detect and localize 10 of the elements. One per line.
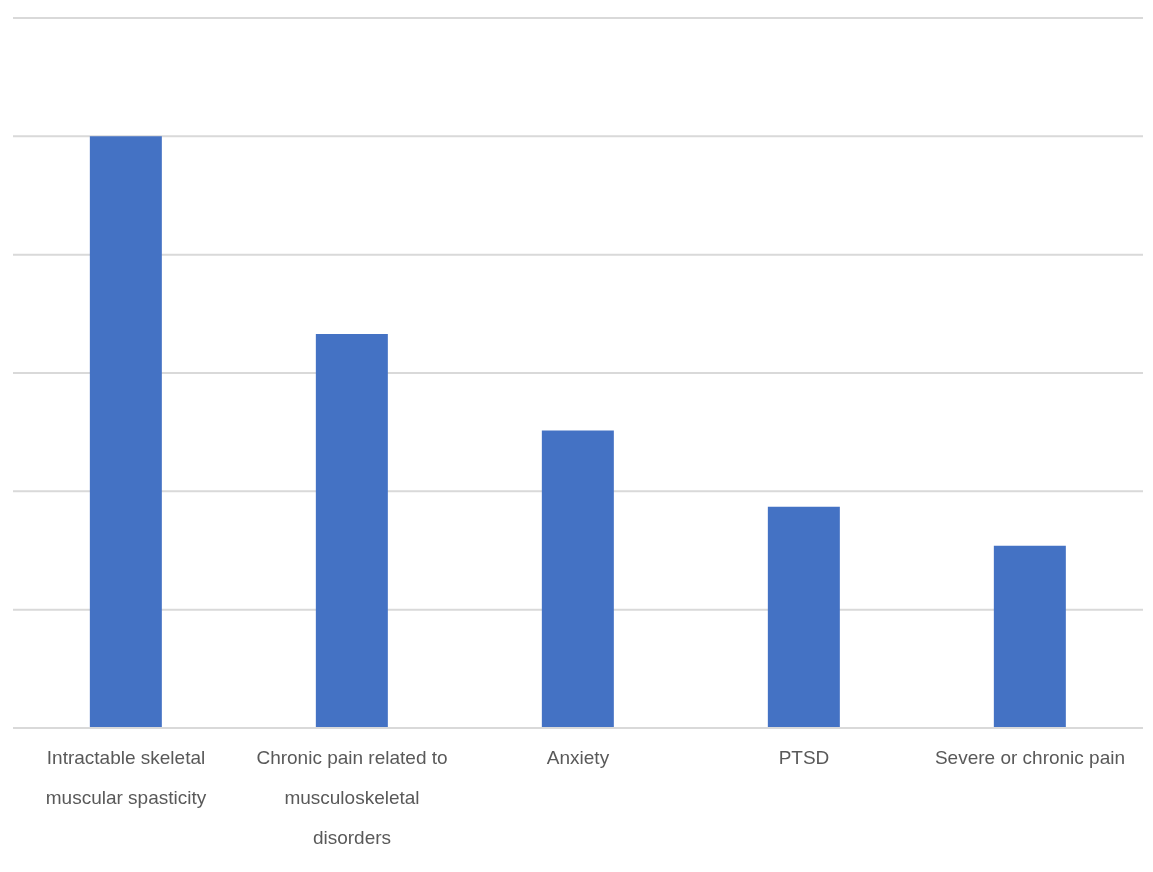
x-tick-label: Anxiety [546, 747, 610, 768]
bar [541, 430, 614, 728]
bar [767, 506, 840, 728]
x-tick-label: PTSD [778, 747, 830, 768]
bar [993, 545, 1066, 728]
x-tick-label: Chronic pain related to musculoskeletal disorders [256, 747, 448, 848]
x-tick-label: Severe or chronic pain [934, 747, 1126, 768]
bar [89, 136, 162, 728]
bar [315, 333, 388, 728]
x-tick-label: Intractable skeletal muscular spasticity [45, 747, 207, 808]
